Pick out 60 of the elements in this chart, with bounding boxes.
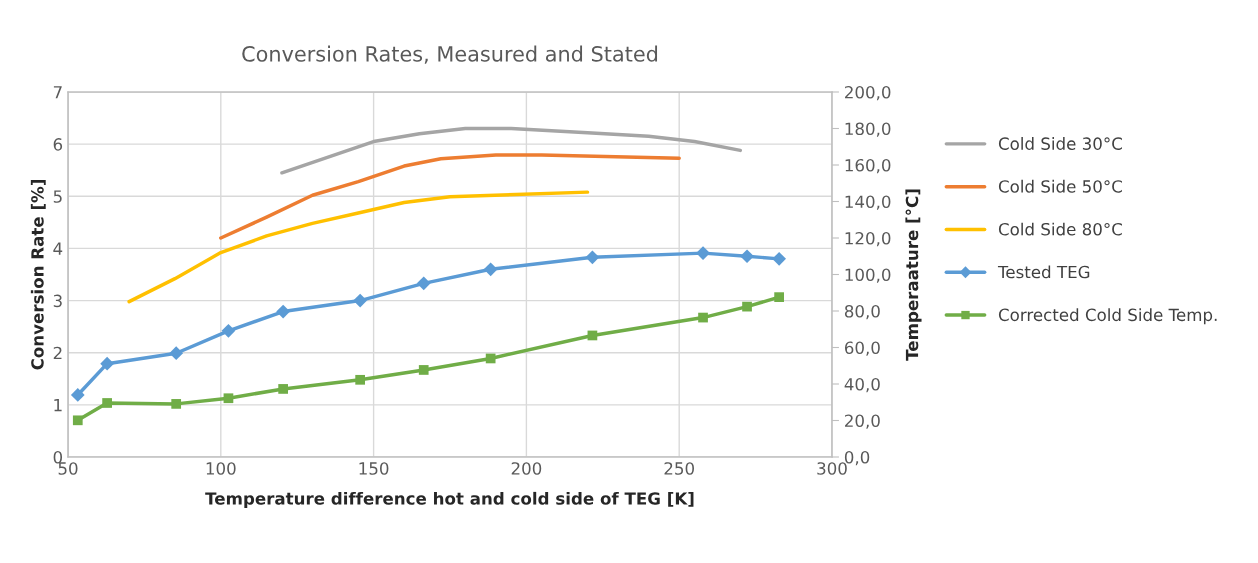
x-tick-label: 100: [206, 462, 236, 475]
point: [696, 246, 710, 260]
chart-title: Conversion Rates, Measured and Stated: [242, 45, 658, 64]
x-tick-label: 50: [58, 462, 78, 475]
y-tick-label: 1: [54, 399, 62, 412]
x-tick-label: 250: [664, 462, 694, 475]
point: [416, 276, 431, 291]
x-tick-label: 150: [359, 462, 389, 475]
y-tick-label: 4: [53, 242, 63, 255]
point: [485, 353, 496, 364]
y2-tick-label: 60,0: [844, 341, 880, 356]
y2-tick-label: 80,0: [844, 304, 880, 320]
y2-tick-label: 40,0: [844, 377, 880, 393]
x-tick-label: 200: [511, 462, 542, 475]
y-tick-label: 7: [53, 86, 62, 99]
y-tick-label: 3: [53, 294, 62, 308]
point: [221, 323, 236, 338]
point: [483, 262, 498, 277]
y2-tick-label: 20,0: [845, 414, 880, 429]
legend-label: Tested TEG: [997, 265, 1090, 279]
point: [100, 356, 114, 371]
y-tick-label: 5: [53, 190, 62, 203]
point: [353, 293, 368, 308]
point: [171, 399, 182, 409]
point: [169, 346, 184, 361]
line-series: [127, 190, 590, 304]
y2-tick-label: 0,0: [844, 450, 870, 466]
x-axis-title: Temperature difference hot and cold side of TEG [K]: [205, 491, 694, 509]
y-tick-label: 2: [53, 346, 62, 360]
point: [72, 415, 83, 426]
y-tick-label: 6: [53, 138, 63, 151]
line-series: [280, 126, 743, 175]
point: [223, 393, 234, 404]
x-tick-label: 300: [817, 462, 847, 475]
point: [276, 304, 291, 319]
y2-tick-label: 160,0: [845, 158, 891, 174]
point: [585, 250, 600, 265]
point: [740, 249, 754, 264]
legend-label: Cold Side 80°C: [998, 222, 1122, 236]
legend-label: Cold Side 30°C: [998, 137, 1122, 150]
line-series: [219, 153, 681, 240]
point: [102, 398, 112, 408]
point: [774, 292, 784, 302]
y2-axis-title: Temperaature [°C]: [905, 189, 922, 361]
y-tick-label: 0: [53, 450, 63, 464]
y2-tick-label: 100,0: [845, 268, 891, 283]
y2-tick-label: 120,0: [845, 231, 891, 247]
point: [355, 374, 366, 385]
y2-tick-label: 180,0: [845, 122, 891, 137]
point: [742, 301, 752, 312]
point: [418, 365, 429, 375]
y2-tick-label: 140,0: [845, 195, 891, 210]
point: [772, 251, 787, 266]
point: [70, 388, 85, 402]
y-axis-title: Conversion Rate [%]: [30, 180, 46, 370]
y2-tick-label: 200,0: [845, 85, 891, 101]
legend-label: Corrected Cold Side Temp.: [998, 308, 1217, 325]
point: [698, 312, 708, 323]
legend-label: Cold Side 50°C: [998, 179, 1122, 193]
point: [278, 384, 288, 394]
